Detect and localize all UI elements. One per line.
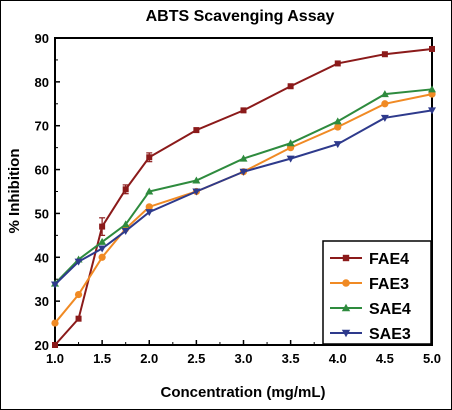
data-point-fae4 bbox=[429, 45, 435, 52]
x-tick-label: 1.0 bbox=[46, 351, 64, 366]
data-point-fae4 bbox=[52, 342, 58, 348]
series-layer bbox=[51, 45, 436, 348]
legend-marker-sae3 bbox=[341, 329, 351, 338]
data-point-fae4 bbox=[75, 315, 82, 322]
data-point-sae4 bbox=[121, 220, 130, 228]
data-point-fae3 bbox=[51, 319, 59, 327]
data-point-sae3 bbox=[98, 245, 107, 253]
x-tick-label: 3.0 bbox=[234, 351, 252, 366]
data-point-sae4 bbox=[192, 176, 201, 184]
data-point-fae4 bbox=[334, 60, 341, 67]
y-tick-label: 70 bbox=[35, 119, 49, 134]
legend: FAE4 FAE3 SAE4 SAE3 bbox=[322, 240, 432, 345]
data-point-sae4 bbox=[239, 154, 248, 162]
series-sae3 bbox=[51, 107, 436, 289]
data-point-sae4 bbox=[380, 90, 389, 98]
data-point-fae3 bbox=[381, 100, 389, 108]
data-point-sae3 bbox=[192, 188, 201, 196]
data-point-fae4 bbox=[146, 154, 153, 161]
data-point-sae4 bbox=[286, 139, 295, 147]
legend-marker-fae4 bbox=[342, 254, 350, 262]
data-point-fae3 bbox=[74, 290, 83, 299]
data-point-sae3 bbox=[121, 227, 130, 235]
x-axis: 1.0 1.5 2.0 2.5 3.0 3.5 4.0 4.5 5.0 bbox=[46, 340, 441, 366]
legend-label-sae3: SAE3 bbox=[369, 326, 411, 343]
legend-marker-fae3 bbox=[342, 279, 350, 287]
data-point-fae4 bbox=[287, 83, 294, 90]
x-tick-label: 3.5 bbox=[282, 351, 300, 366]
y-tick-label: 40 bbox=[35, 250, 49, 265]
chart-title: ABTS Scavenging Assay bbox=[146, 8, 335, 25]
data-point-fae4 bbox=[381, 51, 388, 58]
x-axis-label: Concentration (mg/mL) bbox=[161, 384, 326, 401]
x-tick-label: 5.0 bbox=[423, 351, 441, 366]
data-point-sae3 bbox=[428, 107, 436, 115]
data-point-fae4 bbox=[99, 223, 106, 230]
x-tick-label: 4.5 bbox=[376, 351, 394, 366]
data-point-sae3 bbox=[286, 155, 295, 163]
data-point-fae3 bbox=[145, 203, 153, 211]
y-axis: 20 30 40 50 60 70 80 90 bbox=[35, 31, 60, 353]
y-tick-label: 60 bbox=[35, 163, 49, 178]
data-point-sae4 bbox=[333, 117, 342, 125]
y-tick-label: 30 bbox=[35, 294, 49, 309]
y-tick-label: 50 bbox=[35, 206, 49, 221]
data-point-sae4 bbox=[428, 85, 436, 93]
data-point-fae3 bbox=[98, 253, 106, 261]
data-point-sae3 bbox=[51, 281, 59, 289]
data-point-sae3 bbox=[145, 209, 154, 217]
data-point-fae4 bbox=[240, 107, 247, 114]
data-point-sae3 bbox=[74, 258, 83, 266]
x-tick-label: 4.0 bbox=[329, 351, 347, 366]
x-tick-label: 2.0 bbox=[140, 351, 158, 366]
legend-label-fae3: FAE3 bbox=[369, 276, 409, 293]
legend-marker-sae4 bbox=[341, 303, 351, 312]
legend-label-fae4: FAE4 bbox=[369, 251, 409, 268]
x-tick-label: 2.5 bbox=[187, 351, 205, 366]
y-tick-label: 90 bbox=[35, 31, 49, 46]
data-point-sae3 bbox=[239, 168, 248, 176]
data-point-fae3 bbox=[428, 90, 436, 98]
y-axis-label: % Inhibition bbox=[6, 149, 23, 234]
x-tick-label: 1.5 bbox=[93, 351, 111, 366]
data-point-sae4 bbox=[145, 187, 154, 195]
legend-label-sae4: SAE4 bbox=[369, 301, 411, 318]
data-point-sae3 bbox=[380, 114, 389, 122]
data-point-sae4 bbox=[98, 237, 107, 245]
y-tick-label: 80 bbox=[35, 75, 49, 90]
data-point-fae3 bbox=[334, 123, 342, 131]
series-fae4 bbox=[52, 45, 435, 348]
data-point-sae3 bbox=[333, 141, 342, 149]
data-point-fae4 bbox=[193, 127, 200, 134]
y-tick-label: 20 bbox=[35, 338, 49, 353]
data-point-fae4 bbox=[122, 186, 129, 193]
